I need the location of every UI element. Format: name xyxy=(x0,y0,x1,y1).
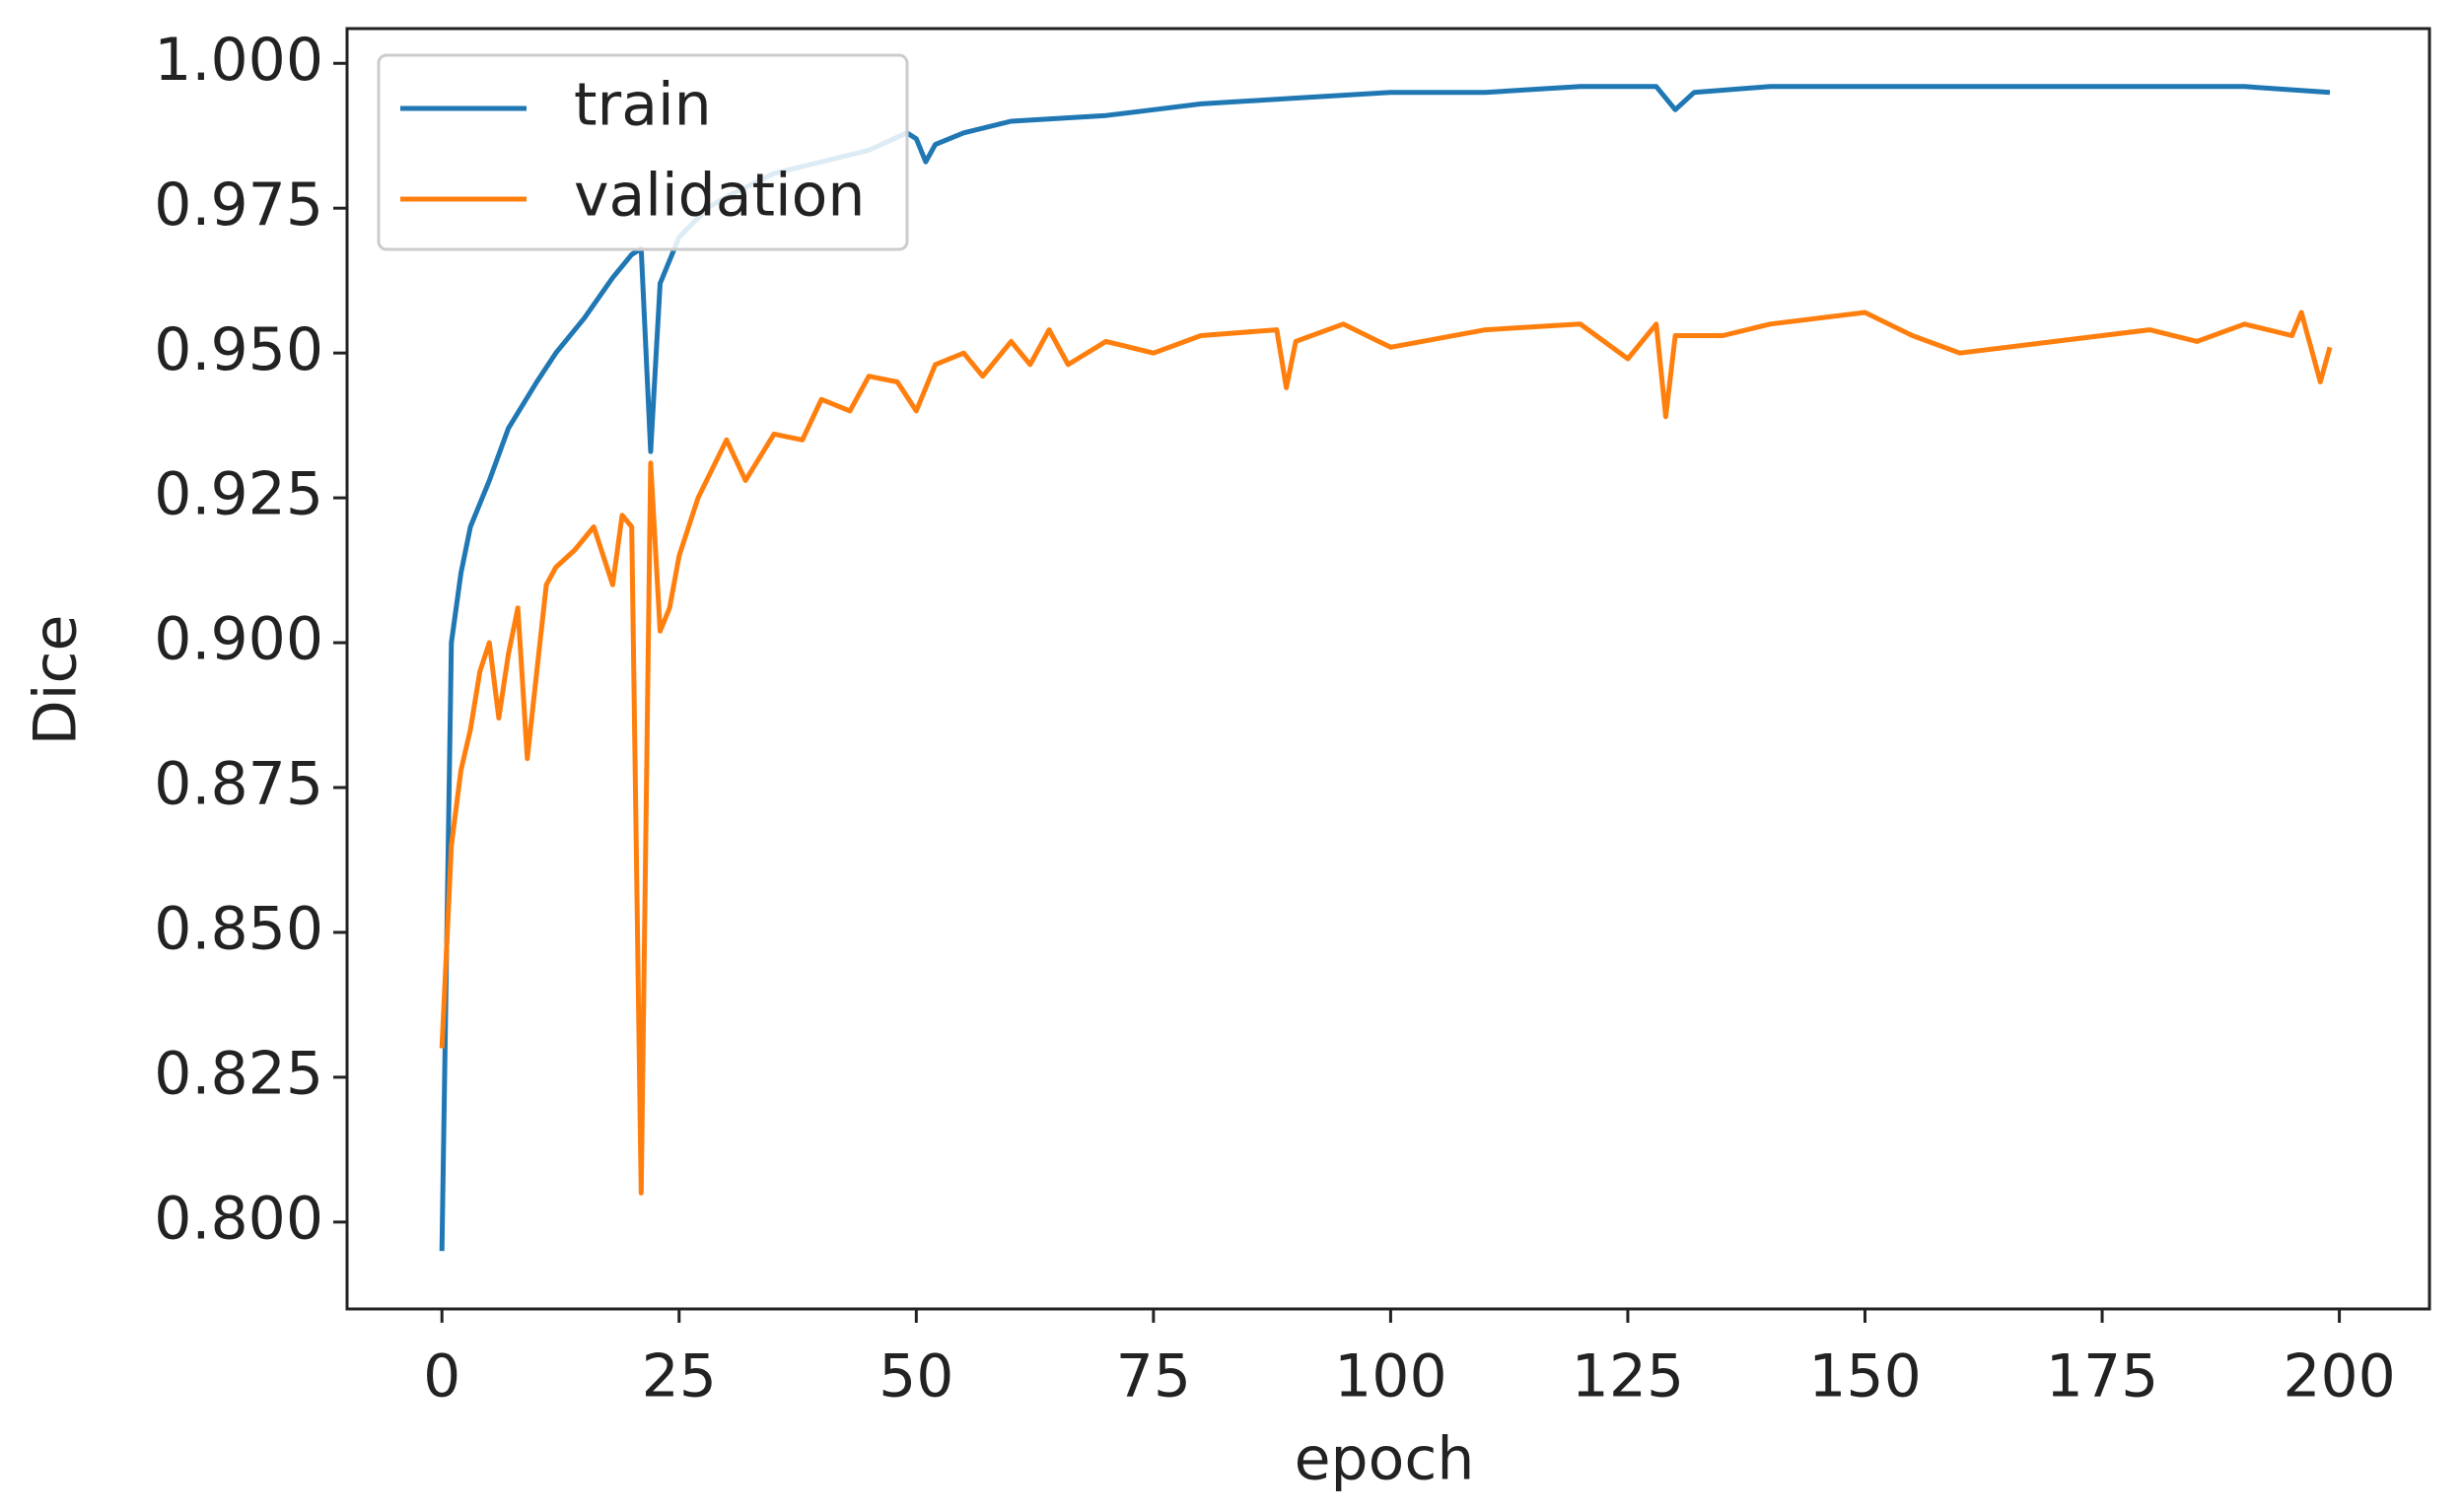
y-tick-label: 1.000 xyxy=(154,26,323,95)
y-tick-label: 0.900 xyxy=(154,605,323,674)
x-tick-label: 125 xyxy=(1572,1342,1685,1411)
x-tick-label: 50 xyxy=(879,1342,953,1411)
y-tick-label: 0.850 xyxy=(154,895,323,964)
data-line xyxy=(439,309,2333,1196)
x-tick-label: 175 xyxy=(2046,1342,2159,1411)
legend-label: validation xyxy=(574,162,865,231)
y-tick-label: 0.825 xyxy=(154,1039,323,1108)
y-axis-label: Dice xyxy=(22,615,91,746)
plot-frame xyxy=(345,27,2431,1311)
x-tick-label: 200 xyxy=(2283,1342,2396,1411)
x-tick-label: 100 xyxy=(1334,1342,1447,1411)
y-tick-label: 0.950 xyxy=(154,315,323,384)
x-tick-label: 0 xyxy=(423,1342,460,1411)
y-tick-label: 0.925 xyxy=(154,460,323,529)
x-tick-label: 150 xyxy=(1808,1342,1922,1411)
x-tick-label: 25 xyxy=(642,1342,717,1411)
y-tick-label: 0.875 xyxy=(154,750,323,819)
y-tick-label: 0.800 xyxy=(154,1184,323,1253)
x-tick-label: 75 xyxy=(1116,1342,1191,1411)
x-axis-label: epoch xyxy=(1295,1425,1475,1494)
data-line xyxy=(439,84,2331,1252)
legend-label: train xyxy=(574,71,712,140)
y-tick-label: 0.975 xyxy=(154,171,323,240)
